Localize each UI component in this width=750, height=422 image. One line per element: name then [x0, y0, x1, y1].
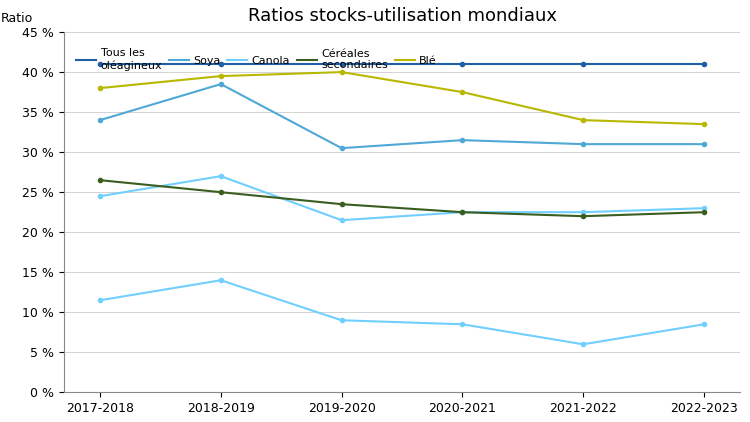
Legend: Tous les
oléagineux, Soya, Canola, Céréales
secondaires, Blé: Tous les oléagineux, Soya, Canola, Céréa… [76, 49, 436, 70]
Title: Ratios stocks-utilisation mondiaux: Ratios stocks-utilisation mondiaux [248, 7, 556, 25]
Y-axis label: Ratio: Ratio [0, 12, 32, 25]
